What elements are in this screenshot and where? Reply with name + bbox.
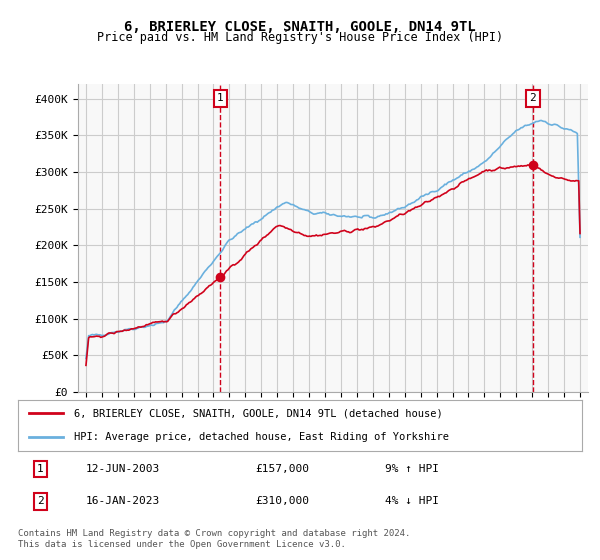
Text: 2: 2 [529,93,536,103]
Text: 9% ↑ HPI: 9% ↑ HPI [385,464,439,474]
Text: Contains HM Land Registry data © Crown copyright and database right 2024.
This d: Contains HM Land Registry data © Crown c… [18,529,410,549]
Text: £157,000: £157,000 [255,464,309,474]
Text: HPI: Average price, detached house, East Riding of Yorkshire: HPI: Average price, detached house, East… [74,432,449,442]
Text: Price paid vs. HM Land Registry's House Price Index (HPI): Price paid vs. HM Land Registry's House … [97,31,503,44]
Text: 4% ↓ HPI: 4% ↓ HPI [385,496,439,506]
Text: 1: 1 [37,464,44,474]
Text: £310,000: £310,000 [255,496,309,506]
Text: 2: 2 [37,496,44,506]
Text: 16-JAN-2023: 16-JAN-2023 [86,496,160,506]
Text: 1: 1 [217,93,224,103]
Text: 6, BRIERLEY CLOSE, SNAITH, GOOLE, DN14 9TL: 6, BRIERLEY CLOSE, SNAITH, GOOLE, DN14 9… [124,20,476,34]
Text: 6, BRIERLEY CLOSE, SNAITH, GOOLE, DN14 9TL (detached house): 6, BRIERLEY CLOSE, SNAITH, GOOLE, DN14 9… [74,408,443,418]
Text: 12-JUN-2003: 12-JUN-2003 [86,464,160,474]
